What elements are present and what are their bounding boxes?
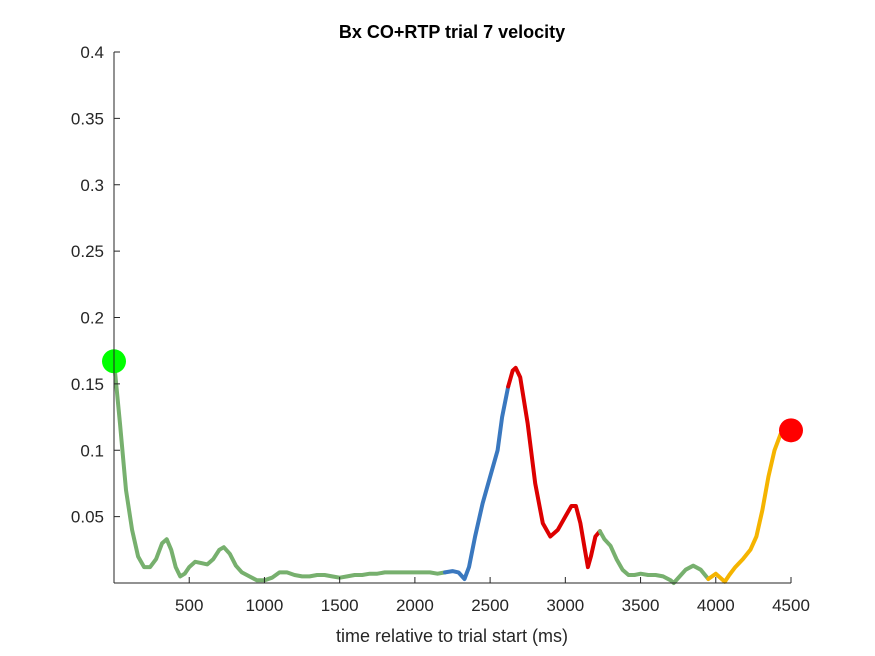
end-marker <box>779 418 803 443</box>
series-line-segment-5 <box>706 428 793 584</box>
y-tick-label: 0.25 <box>71 242 104 261</box>
y-ticks: 0.05 0.1 0.15 0.2 0.25 0.3 0.35 0.4 <box>71 43 120 527</box>
y-tick-label: 0.4 <box>80 43 104 62</box>
y-tick-label: 0.1 <box>80 441 104 460</box>
x-tick-label: 2500 <box>471 596 509 615</box>
x-ticks: 500 1000 1500 2000 2500 3000 3500 4000 4500 <box>175 577 810 615</box>
y-tick-label: 0.35 <box>71 109 104 128</box>
y-tick-label: 0.2 <box>80 309 104 328</box>
x-tick-label: 4000 <box>697 596 735 615</box>
series-line-segment-1 <box>112 359 447 583</box>
series-line-segment-2 <box>443 384 511 581</box>
y-tick-label: 0.15 <box>71 375 104 394</box>
x-tick-label: 1500 <box>321 596 359 615</box>
chart-title: Bx CO+RTP trial 7 velocity <box>339 22 565 42</box>
x-tick-label: 500 <box>175 596 203 615</box>
x-tick-label: 4500 <box>772 596 810 615</box>
x-tick-label: 2000 <box>396 596 434 615</box>
x-tick-label: 3500 <box>622 596 660 615</box>
series-line-segment-3 <box>506 365 602 570</box>
plot-area <box>102 349 803 585</box>
y-tick-label: 0.05 <box>71 508 104 527</box>
y-tick-label: 0.3 <box>80 176 104 195</box>
series-line-segment-4 <box>597 529 711 585</box>
x-tick-label: 1000 <box>246 596 284 615</box>
axes <box>113 52 791 584</box>
x-tick-label: 3000 <box>546 596 584 615</box>
x-axis-label: time relative to trial start (ms) <box>336 626 568 646</box>
